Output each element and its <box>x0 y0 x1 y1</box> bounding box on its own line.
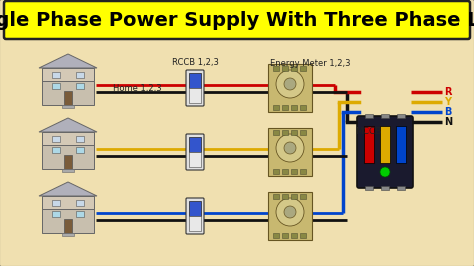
Text: R: R <box>444 87 452 97</box>
Bar <box>64 91 72 105</box>
Bar <box>282 169 288 174</box>
Bar <box>282 130 288 135</box>
Bar <box>364 126 374 163</box>
Bar <box>189 73 201 88</box>
Bar <box>381 186 389 190</box>
Bar <box>189 201 201 216</box>
Bar <box>273 66 279 71</box>
Bar <box>64 219 72 233</box>
Bar <box>396 126 406 163</box>
Bar <box>189 152 201 167</box>
Bar <box>268 128 312 176</box>
Polygon shape <box>39 54 97 68</box>
Bar <box>300 233 306 238</box>
Bar <box>76 147 84 153</box>
Bar <box>42 207 94 233</box>
Text: Y: Y <box>444 97 451 107</box>
Bar <box>273 105 279 110</box>
Bar <box>365 114 373 118</box>
Text: Energy Meter 1,2,3: Energy Meter 1,2,3 <box>270 59 350 68</box>
FancyBboxPatch shape <box>186 70 204 106</box>
FancyBboxPatch shape <box>4 1 470 39</box>
Text: B: B <box>444 107 451 117</box>
Bar <box>76 72 84 78</box>
Bar <box>365 186 373 190</box>
Circle shape <box>284 206 296 218</box>
FancyBboxPatch shape <box>357 116 413 188</box>
Polygon shape <box>39 118 97 132</box>
Bar <box>62 105 74 108</box>
Bar <box>381 114 389 118</box>
Bar <box>76 83 84 89</box>
Bar <box>282 233 288 238</box>
Bar <box>76 200 84 206</box>
Bar <box>52 211 60 217</box>
Circle shape <box>276 198 304 226</box>
Bar <box>189 216 201 231</box>
FancyBboxPatch shape <box>186 134 204 170</box>
Bar <box>273 194 279 199</box>
Bar <box>282 66 288 71</box>
Circle shape <box>380 167 390 177</box>
Bar <box>291 169 297 174</box>
Bar <box>300 130 306 135</box>
Bar <box>300 194 306 199</box>
Bar <box>300 105 306 110</box>
Text: Single Phase Power Supply With Three Phase Line: Single Phase Power Supply With Three Pha… <box>0 10 474 30</box>
Bar <box>52 72 60 78</box>
Bar <box>42 68 94 81</box>
Bar <box>42 196 94 209</box>
Bar <box>62 169 74 172</box>
FancyBboxPatch shape <box>186 198 204 234</box>
Bar <box>397 114 405 118</box>
Bar <box>76 211 84 217</box>
Bar <box>42 143 94 169</box>
Bar <box>52 136 60 142</box>
Polygon shape <box>39 182 97 196</box>
Bar <box>52 83 60 89</box>
Text: Home 1,2,3: Home 1,2,3 <box>113 84 162 93</box>
Circle shape <box>276 134 304 162</box>
Bar <box>397 186 405 190</box>
Bar <box>291 130 297 135</box>
Bar <box>189 137 201 152</box>
Bar <box>42 132 94 145</box>
Bar <box>268 192 312 240</box>
Text: RCCB 1,2,3: RCCB 1,2,3 <box>172 59 219 68</box>
Text: MCCB: MCCB <box>355 127 381 136</box>
Bar <box>282 105 288 110</box>
Bar <box>64 155 72 169</box>
Bar <box>52 200 60 206</box>
Bar <box>291 233 297 238</box>
Bar <box>189 88 201 103</box>
Bar <box>273 233 279 238</box>
Bar <box>52 147 60 153</box>
Circle shape <box>284 78 296 90</box>
Bar <box>291 66 297 71</box>
Circle shape <box>276 70 304 98</box>
Bar <box>380 126 390 163</box>
Bar <box>273 169 279 174</box>
Bar <box>282 194 288 199</box>
Bar <box>300 169 306 174</box>
Bar <box>291 105 297 110</box>
Text: N: N <box>444 117 452 127</box>
Bar <box>42 79 94 105</box>
Bar <box>300 66 306 71</box>
Bar <box>76 136 84 142</box>
Bar <box>268 64 312 112</box>
Circle shape <box>284 142 296 154</box>
Bar <box>291 194 297 199</box>
Bar <box>273 130 279 135</box>
Bar <box>62 233 74 236</box>
